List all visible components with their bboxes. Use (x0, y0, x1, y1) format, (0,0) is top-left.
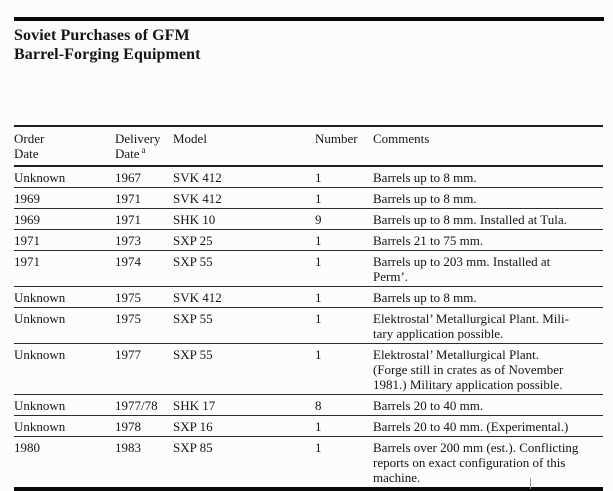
order-date-cell: Unknown (14, 419, 66, 434)
model-cell: SHK 17 (173, 398, 216, 413)
col-header-order-date: Order Date (14, 126, 115, 166)
order-date-cell: 1969 (14, 212, 40, 227)
col-header-model: Model (173, 131, 207, 146)
order-date-cell: Unknown (14, 398, 66, 413)
table-row: 1969 1971 SHK 10 9 Barrels up to 8 mm. I… (14, 208, 603, 230)
comments-cell: Barrels 20 to 40 mm. (Experimental.) (373, 419, 569, 434)
table-header: Order Date Delivery Date a Model Number C… (14, 126, 603, 166)
delivery-date-cell: 1977 (115, 347, 141, 362)
comments-cell: Barrels up to 8 mm. (373, 191, 477, 206)
delivery-date-cell: 1977/78 (115, 398, 158, 413)
delivery-date-cell: 1967 (115, 170, 141, 185)
table-body: Unknown 1967 SVK 412 1 Barrels up to 8 m… (14, 166, 603, 489)
table-row: 1971 1973 SXP 25 1 Barrels 21 to 75 mm. (14, 229, 603, 251)
model-cell: SHK 10 (173, 212, 216, 227)
table-row: Unknown 1977 SXP 55 1 Elektrostal’ Metal… (14, 343, 603, 395)
number-cell: 1 (315, 290, 322, 305)
comments-cell: Elektrostal’ Metallurgical Plant. (Forge… (373, 347, 564, 392)
comments-cell: Barrels up to 8 mm. (373, 170, 477, 185)
number-cell: 1 (315, 191, 322, 206)
model-cell: SXP 55 (173, 347, 213, 362)
number-cell: 1 (315, 440, 322, 455)
order-date-cell: 1969 (14, 191, 40, 206)
model-cell: SVK 412 (173, 191, 222, 206)
model-cell: SVK 412 (173, 170, 222, 185)
comments-cell: Barrels up to 8 mm. (373, 290, 477, 305)
comments-cell: Elektrostal’ Metallurgical Plant. Mili- … (373, 311, 569, 341)
number-cell: 1 (315, 170, 322, 185)
gfm-purchases-table: Order Date Delivery Date a Model Number C… (14, 125, 603, 491)
page-title-line1: Soviet Purchases of GFM (14, 27, 190, 44)
order-date-cell: Unknown (14, 311, 66, 326)
table-row: Unknown 1978 SXP 16 1 Barrels 20 to 40 m… (14, 415, 603, 437)
number-cell: 8 (315, 398, 322, 413)
order-date-cell: Unknown (14, 170, 66, 185)
delivery-date-cell: 1975 (115, 311, 141, 326)
order-date-cell: 1980 (14, 440, 40, 455)
comments-cell: Barrels over 200 mm (est.). Conflicting … (373, 440, 579, 485)
number-cell: 1 (315, 254, 322, 269)
number-cell: 1 (315, 347, 322, 362)
table-row: 1971 1974 SXP 55 1 Barrels up to 203 mm.… (14, 250, 603, 287)
model-cell: SXP 85 (173, 440, 213, 455)
table-row: Unknown 1975 SVK 412 1 Barrels up to 8 m… (14, 286, 603, 308)
order-date-cell: 1971 (14, 233, 40, 248)
table-row: Unknown 1975 SXP 55 1 Elektrostal’ Metal… (14, 307, 603, 344)
col-header-number: Number (315, 131, 358, 146)
delivery-date-cell: 1971 (115, 191, 141, 206)
page-title: Soviet Purchases of GFM Barrel-Forging E… (14, 26, 201, 64)
col-header-comments: Comments (373, 131, 430, 146)
number-cell: 9 (315, 212, 322, 227)
comments-cell: Barrels up to 8 mm. Installed at Tula. (373, 212, 567, 227)
table-row: 1980 1983 SXP 85 1 Barrels over 200 mm (… (14, 436, 603, 490)
order-date-cell: Unknown (14, 290, 66, 305)
col-header-delivery-date: Delivery Date a (115, 126, 173, 166)
model-cell: SXP 16 (173, 419, 213, 434)
delivery-date-cell: 1971 (115, 212, 141, 227)
delivery-date-cell: 1983 (115, 440, 141, 455)
delivery-date-footnote-marker: a (141, 144, 146, 155)
number-cell: 1 (315, 233, 322, 248)
table-row: Unknown 1967 SVK 412 1 Barrels up to 8 m… (14, 166, 603, 188)
order-date-header-label: Order Date (14, 131, 45, 161)
comments-cell: Barrels 21 to 75 mm. (373, 233, 484, 248)
model-cell: SXP 25 (173, 233, 213, 248)
model-cell: SVK 412 (173, 290, 222, 305)
model-cell: SXP 55 (173, 254, 213, 269)
order-date-cell: 1971 (14, 254, 40, 269)
header-row: Order Date Delivery Date a Model Number C… (14, 126, 603, 166)
comments-cell: Barrels up to 203 mm. Installed at Perm’… (373, 254, 551, 284)
model-cell: SXP 55 (173, 311, 213, 326)
delivery-date-cell: 1973 (115, 233, 141, 248)
delivery-date-header-label: Delivery Date (115, 131, 161, 161)
table-row: 1969 1971 SVK 412 1 Barrels up to 8 mm. (14, 187, 603, 209)
top-rule-divider (14, 17, 604, 21)
comments-cell: Barrels 20 to 40 mm. (373, 398, 484, 413)
number-cell: 1 (315, 419, 322, 434)
delivery-date-cell: 1978 (115, 419, 141, 434)
order-date-cell: Unknown (14, 347, 66, 362)
table-row: Unknown 1977/78 SHK 17 8 Barrels 20 to 4… (14, 394, 603, 416)
page-title-line2: Barrel-Forging Equipment (14, 46, 201, 63)
delivery-date-cell: 1975 (115, 290, 141, 305)
scan-artifact-tick (530, 478, 531, 489)
delivery-date-cell: 1974 (115, 254, 141, 269)
number-cell: 1 (315, 311, 322, 326)
